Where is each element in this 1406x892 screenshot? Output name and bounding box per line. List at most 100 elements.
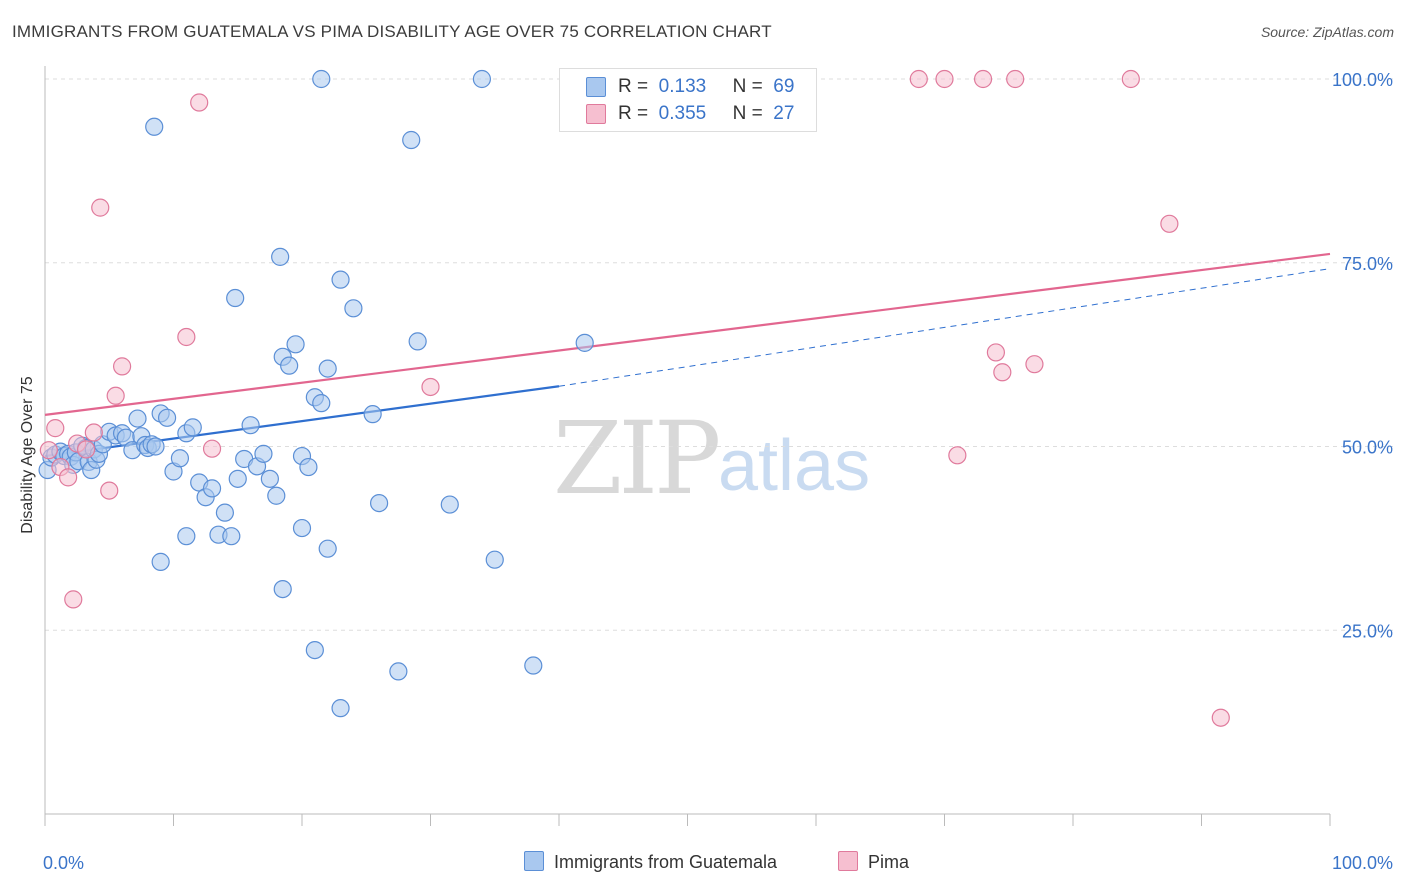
point-pima [100, 481, 119, 500]
point-pima [986, 343, 1006, 362]
source-label: Source: ZipAtlas.com [1260, 24, 1394, 40]
point-guatemala [408, 332, 427, 351]
point-guatemala [271, 247, 290, 266]
point-guatemala [145, 117, 164, 136]
point-pima [1160, 214, 1179, 233]
point-pima [1211, 708, 1230, 727]
bottom-legend-swatch-pima [838, 851, 858, 871]
point-pima [935, 69, 954, 89]
point-guatemala [312, 394, 331, 413]
point-pima [909, 69, 928, 89]
y-tick-label: 100.0% [1332, 70, 1393, 90]
point-pima [1006, 69, 1025, 89]
point-pima [202, 439, 222, 458]
point-guatemala [151, 552, 170, 571]
legend-swatch-pima [586, 104, 606, 124]
y-axis-label: Disability Age Over 75 [19, 376, 36, 534]
legend-n-label: N = [732, 76, 763, 97]
point-guatemala [267, 486, 286, 505]
trend-line-pima [44, 252, 1331, 416]
point-guatemala [363, 405, 382, 424]
y-tick-label: 75.0% [1342, 254, 1393, 274]
legend-r-value: 0.355 [658, 103, 707, 124]
bottom-legend-pima: Pima [838, 851, 909, 873]
bottom-legend-swatch-guatemala [524, 851, 544, 871]
bottom-legend-guatemala: Immigrants from Guatemala [524, 851, 777, 873]
point-pima [973, 69, 993, 89]
point-guatemala [146, 437, 165, 456]
correlation-legend: R = 0.133 N = 69 R = 0.355 N = 27 [559, 68, 817, 132]
point-guatemala [170, 449, 190, 468]
point-pima [84, 423, 103, 442]
point-pima [64, 590, 83, 609]
point-guatemala [226, 288, 245, 308]
point-pima [1121, 69, 1140, 89]
point-guatemala [286, 335, 305, 354]
legend-n-label: N = [732, 103, 763, 124]
point-guatemala [222, 527, 241, 546]
legend-n-value: 69 [773, 76, 795, 97]
point-guatemala [157, 408, 177, 427]
point-guatemala [402, 130, 421, 150]
point-guatemala [128, 409, 147, 428]
point-guatemala [228, 469, 247, 488]
point-pima [39, 441, 58, 460]
x-tick-label: 100.0% [1332, 853, 1393, 873]
point-guatemala [280, 356, 299, 375]
point-guatemala [344, 299, 363, 318]
watermark-atlas: atlas [718, 426, 871, 506]
point-guatemala [241, 416, 260, 435]
point-pima [106, 386, 125, 405]
point-pima [190, 93, 209, 112]
point-guatemala [177, 527, 196, 546]
watermark-zip: ZIP [553, 400, 721, 517]
point-pima [421, 377, 440, 397]
point-guatemala [183, 418, 202, 437]
point-pima [46, 419, 65, 438]
series-pima-points [39, 69, 1230, 727]
legend-r-label: R = [618, 76, 649, 97]
point-guatemala [331, 270, 350, 289]
legend-swatch-guatemala [586, 77, 606, 97]
point-pima [1025, 355, 1044, 374]
point-guatemala [524, 656, 543, 675]
point-guatemala [440, 495, 459, 514]
trend-lines [44, 252, 1331, 458]
trend-line-guatemala-extension [558, 268, 1331, 387]
bottom-legend-label-pima: Pima [868, 852, 910, 872]
point-pima [993, 363, 1012, 382]
point-guatemala [202, 479, 222, 498]
point-pima [948, 446, 967, 465]
point-guatemala [299, 457, 318, 477]
y-tick-label: 50.0% [1342, 438, 1393, 458]
tick-labels: 25.0% 50.0% 75.0% 100.0% 0.0% 100.0% [43, 70, 1393, 873]
point-guatemala [260, 469, 279, 488]
legend-r-value: 0.133 [658, 76, 707, 97]
point-guatemala [215, 503, 234, 522]
point-guatemala [254, 444, 273, 463]
point-guatemala [472, 69, 491, 89]
point-guatemala [312, 69, 331, 89]
point-pima [177, 327, 196, 347]
point-guatemala [305, 640, 324, 660]
point-pima [59, 468, 78, 487]
legend-r-label: R = [618, 103, 649, 124]
x-tick-label: 0.0% [43, 853, 84, 873]
chart-title: IMMIGRANTS FROM GUATEMALA VS PIMA DISABI… [12, 22, 772, 41]
bottom-legend-label-guatemala: Immigrants from Guatemala [554, 852, 778, 872]
point-guatemala [292, 518, 312, 538]
y-tick-label: 25.0% [1342, 621, 1393, 641]
point-guatemala [370, 493, 389, 513]
point-pima [112, 357, 132, 376]
point-guatemala [331, 699, 350, 718]
point-guatemala [318, 539, 337, 558]
axes [44, 66, 1331, 826]
point-pima [77, 440, 96, 459]
legend-n-value: 27 [773, 103, 795, 124]
point-guatemala [318, 359, 337, 378]
point-guatemala [485, 550, 504, 569]
grid-lines [45, 78, 1395, 631]
point-guatemala [575, 333, 594, 352]
point-guatemala [273, 579, 292, 599]
